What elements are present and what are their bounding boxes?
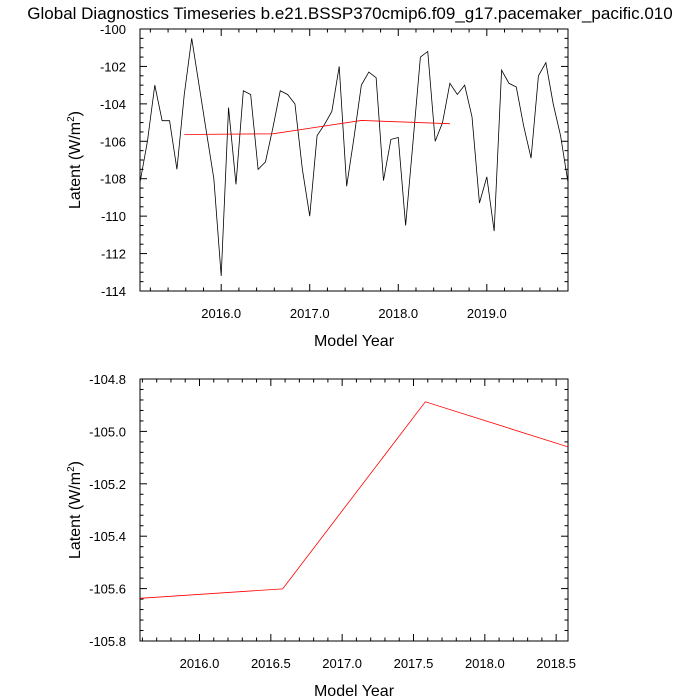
top-y-tick-label: -114	[101, 284, 126, 299]
bottom-series-annual-mean-line	[140, 401, 568, 599]
bottom-y-tick-label: -105.4	[89, 529, 126, 544]
bottom-x-tick-label: 2018.0	[465, 656, 505, 671]
top-y-tick-label: -102	[100, 59, 126, 74]
top-panel: 2016.0 2017.0 2018.0 2019.0 -114 -112 -110 -108…	[66, 22, 569, 350]
bottom-y-axis-label: Latent (W/m2)	[66, 461, 84, 559]
top-plot-frame	[139, 28, 569, 292]
bottom-y-tick-label: -105.6	[89, 582, 126, 597]
bottom-x-tick-label: 2016.0	[180, 656, 220, 671]
bottom-x-tick-label: 2016.5	[251, 656, 291, 671]
top-x-tick-label: 2019.0	[467, 306, 507, 321]
bottom-y-tick-label: -105.2	[89, 477, 126, 492]
bottom-y-tick-label: -105.8	[89, 634, 126, 649]
top-x-tick-label: 2016.0	[201, 306, 241, 321]
bottom-panel: 2016.0 2016.5 2017.0 2017.5 2018.0 2018.5 -105…	[66, 372, 576, 700]
top-series-annual-mean-line	[184, 120, 450, 135]
top-y-tick-label: -108	[100, 172, 126, 187]
top-x-tick-label: 2017.0	[290, 306, 330, 321]
top-y-tick-label: -112	[101, 247, 126, 262]
bottom-plot-frame	[139, 378, 569, 642]
bottom-x-axis-label: Model Year	[314, 683, 395, 700]
top-y-tick-label: -104	[100, 97, 126, 112]
top-series-monthly-line	[140, 38, 568, 277]
bottom-y-tick-label: -104.8	[89, 372, 126, 387]
top-x-tick-label: 2018.0	[378, 306, 418, 321]
bottom-x-tick-label: 2017.0	[322, 656, 362, 671]
top-y-tick-label: -110	[101, 209, 126, 224]
bottom-x-tick-label: 2018.5	[536, 656, 576, 671]
bottom-y-tick-label: -105.0	[89, 424, 126, 439]
top-x-axis-label: Model Year	[314, 333, 395, 350]
top-y-tick-label: -106	[100, 134, 126, 149]
figure-title: Global Diagnostics Timeseries b.e21.BSSP…	[27, 4, 672, 23]
top-y-tick-label: -100	[100, 22, 126, 37]
bottom-x-tick-label: 2017.5	[394, 656, 434, 671]
top-y-axis-label: Latent (W/m2)	[66, 111, 84, 209]
